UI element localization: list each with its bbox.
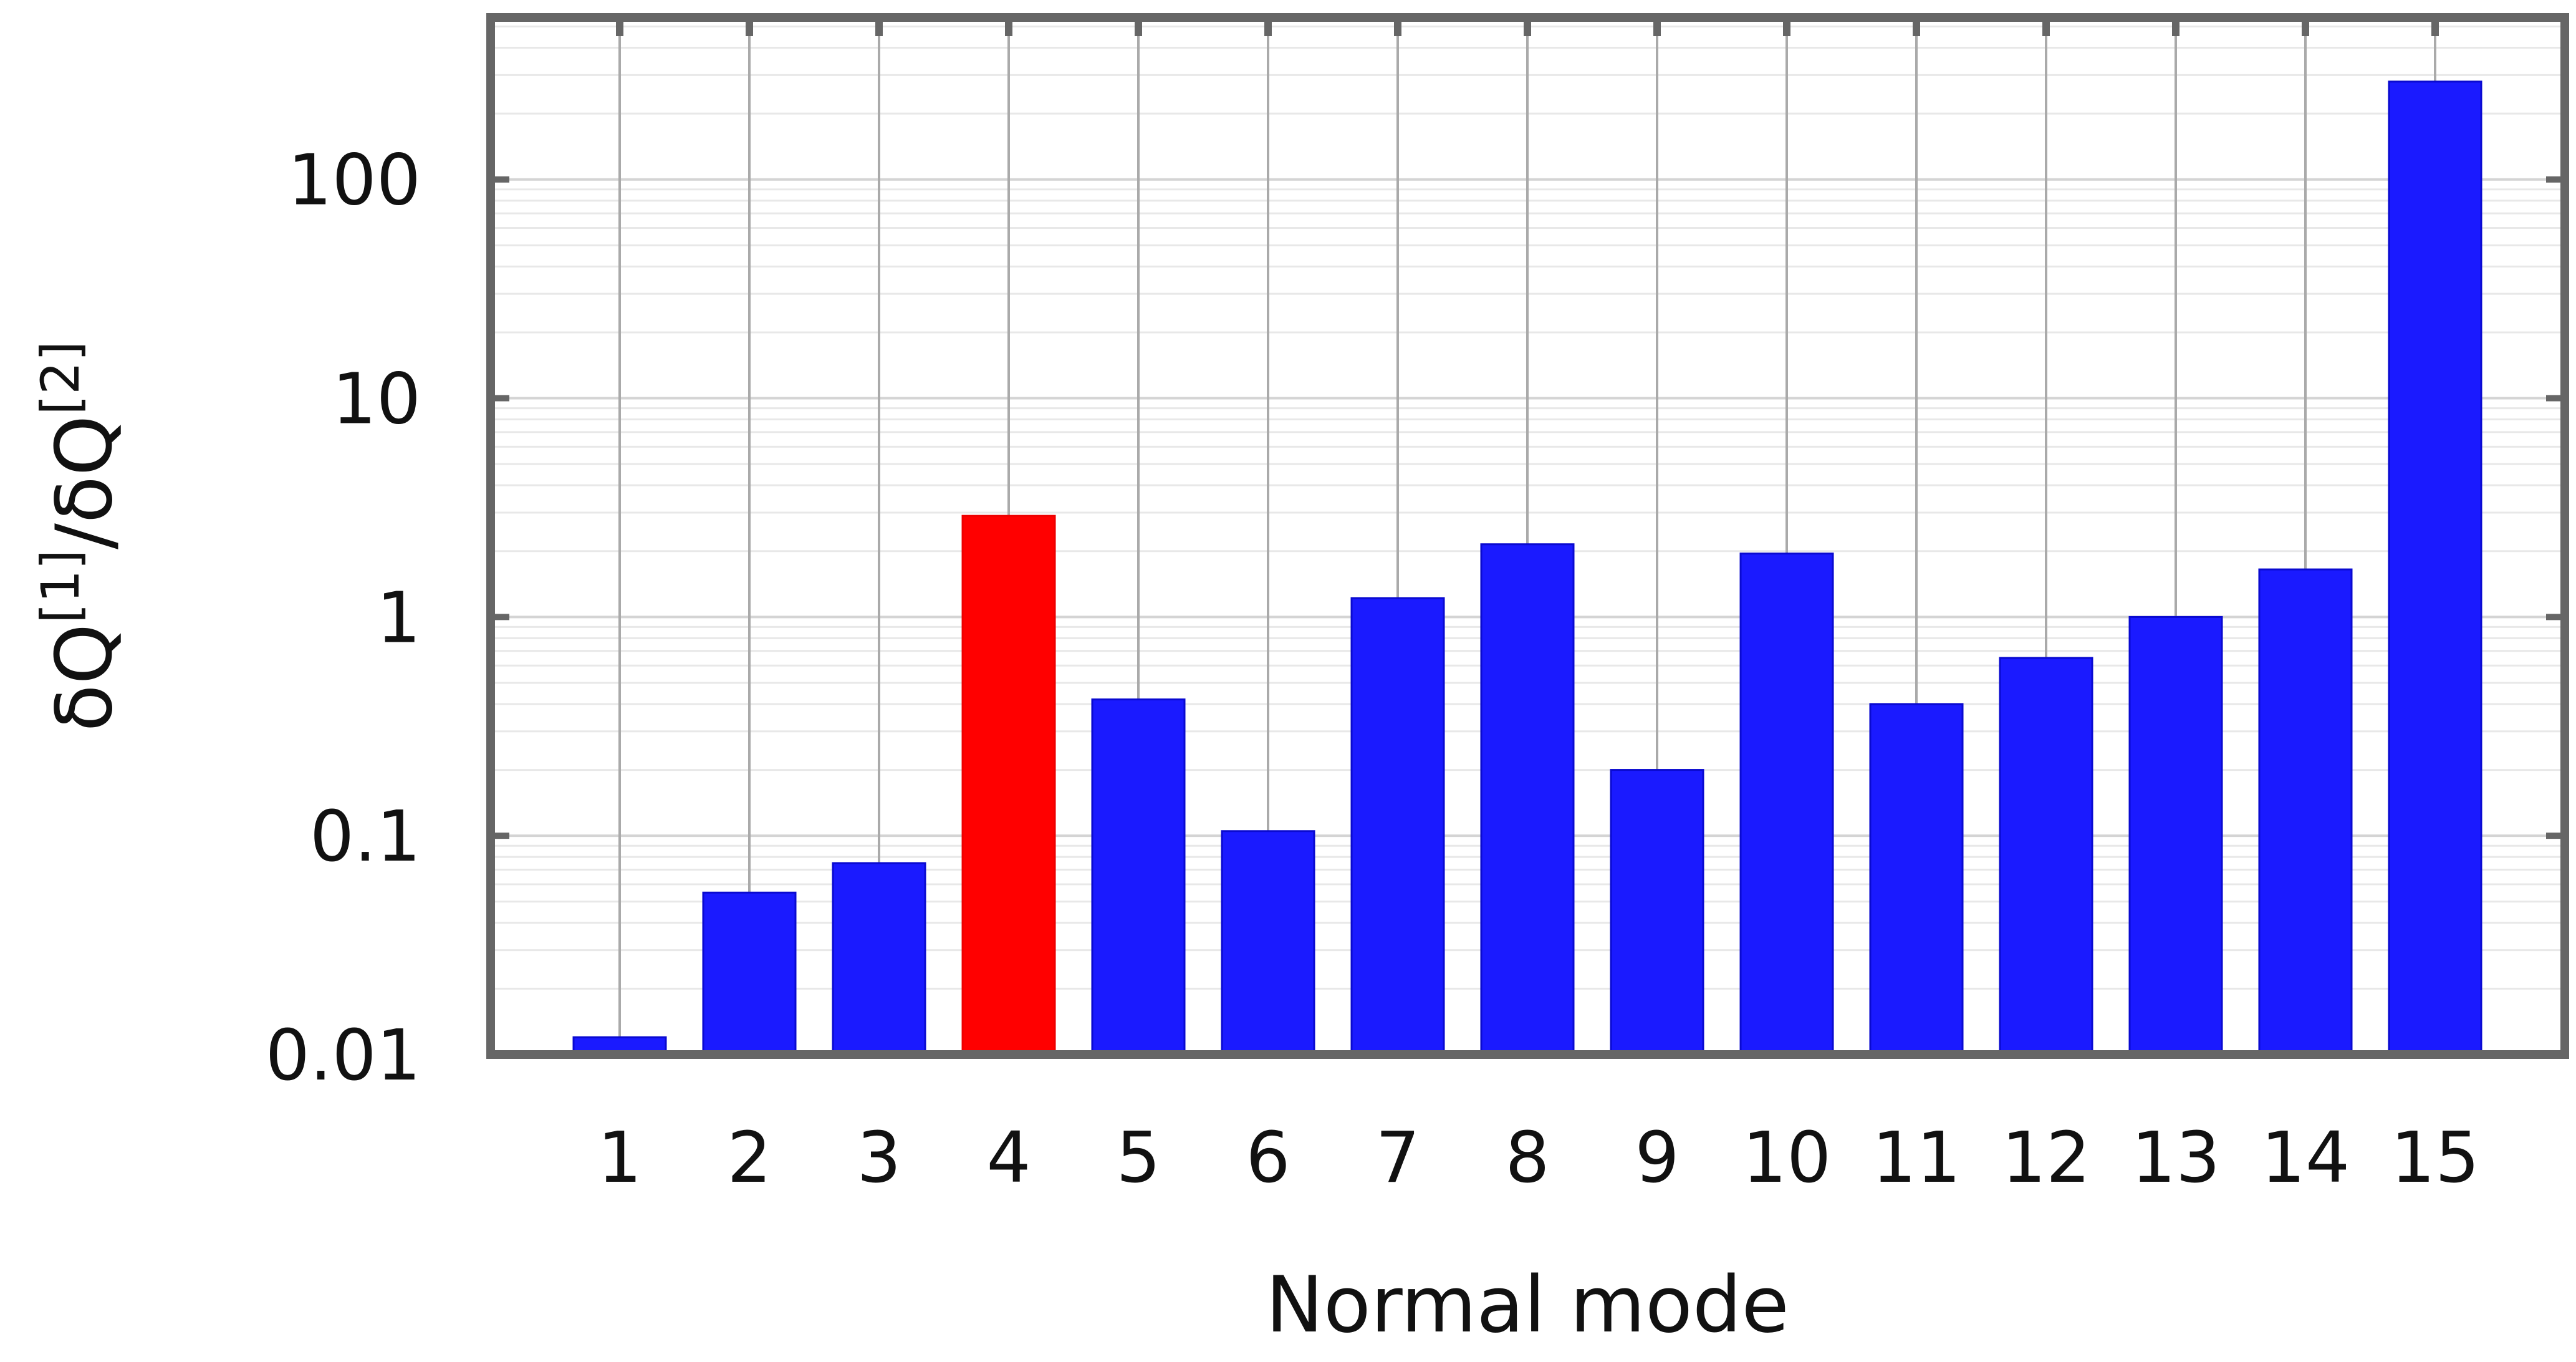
bar-mode-5 xyxy=(1091,698,1186,1056)
x-tick-label: 3 xyxy=(857,1118,901,1199)
bar-mode-12 xyxy=(1999,657,2093,1056)
bar-mode-11 xyxy=(1869,703,1964,1056)
x-tick-label: 10 xyxy=(1742,1118,1832,1199)
x-tick-label: 1 xyxy=(597,1118,642,1199)
x-tick-label: 13 xyxy=(2131,1118,2221,1199)
bar-mode-4 xyxy=(961,514,1056,1056)
y-tick-label: 1 xyxy=(377,577,421,659)
bar-mode-7 xyxy=(1350,597,1445,1056)
y-label-part1: δQ xyxy=(40,624,130,732)
y-tick-label: 10 xyxy=(332,359,421,440)
x-tick-label: 4 xyxy=(986,1118,1031,1199)
bar-mode-8 xyxy=(1480,543,1575,1056)
x-tick-label: 7 xyxy=(1375,1118,1420,1199)
x-tick-labels: 1 2 3 4 5 6 7 8 9 10 11 12 13 14 15 xyxy=(597,1118,2479,1199)
x-tick-label: 6 xyxy=(1246,1118,1290,1199)
x-tick-label: 9 xyxy=(1635,1118,1679,1199)
y-label-sup1: [1] xyxy=(30,549,91,624)
x-axis-label: Normal mode xyxy=(1266,1260,1789,1350)
x-tick-label: 12 xyxy=(2002,1118,2091,1199)
bar-mode-13 xyxy=(2128,616,2223,1056)
x-tick-label: 15 xyxy=(2391,1118,2480,1199)
y-axis-label: δQ[1]/δQ[2] xyxy=(30,341,130,732)
axis-ticks xyxy=(491,17,2565,1058)
y-tick-labels: 0.01 0.1 1 10 100 xyxy=(266,140,421,1096)
bar-mode-10 xyxy=(1739,553,1834,1056)
y-label-sep: /δQ xyxy=(40,415,130,549)
x-tick-label: 11 xyxy=(1872,1118,1961,1199)
bar-mode-3 xyxy=(832,862,926,1056)
bar-mode-14 xyxy=(2258,568,2353,1056)
bar-mode-9 xyxy=(1610,769,1704,1056)
bars xyxy=(572,80,2482,1056)
x-tick-label: 5 xyxy=(1116,1118,1160,1199)
y-tick-label: 100 xyxy=(287,140,421,221)
bar-mode-6 xyxy=(1221,830,1315,1056)
x-tick-label: 8 xyxy=(1505,1118,1549,1199)
x-tick-label: 2 xyxy=(727,1118,771,1199)
y-tick-label: 0.1 xyxy=(310,796,421,877)
bar-mode-15 xyxy=(2388,80,2482,1056)
bar-mode-2 xyxy=(702,891,797,1056)
y-label-sup2: [2] xyxy=(30,341,91,415)
y-tick-label: 0.01 xyxy=(266,1015,421,1096)
x-tick-label: 14 xyxy=(2261,1118,2350,1199)
